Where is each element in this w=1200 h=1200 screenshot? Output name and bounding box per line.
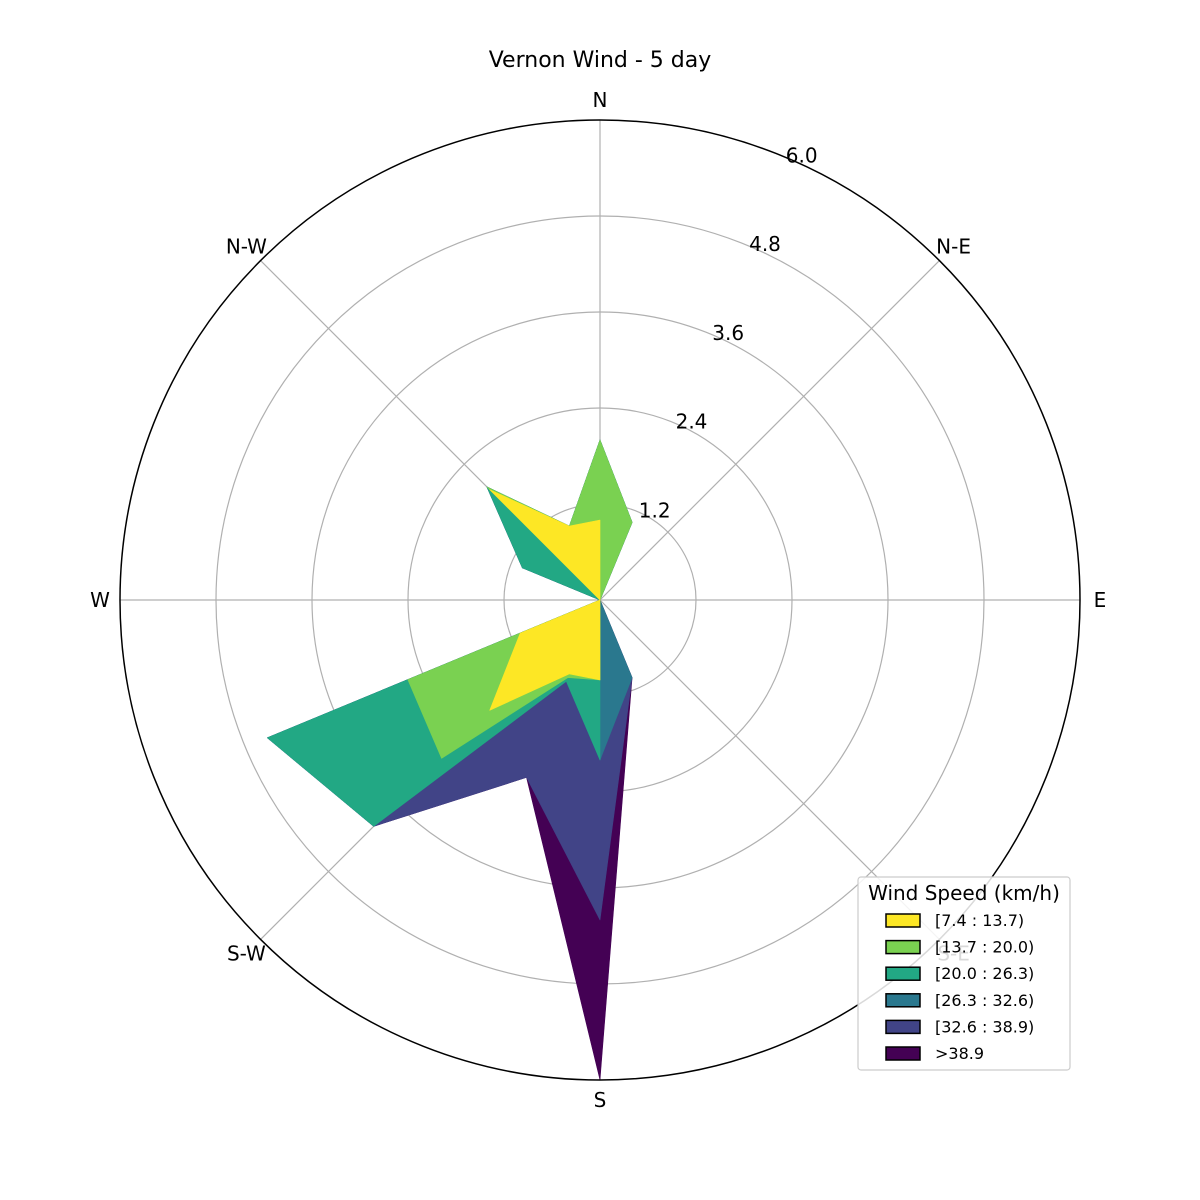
chart-title: Vernon Wind - 5 day [489, 48, 712, 73]
radial-tick-label-3: 4.8 [749, 232, 781, 256]
legend-label-0: [7.4 : 13.7) [935, 911, 1024, 930]
series-areas [267, 440, 632, 1080]
direction-label-e: E [1094, 588, 1107, 612]
legend-swatch-0 [886, 914, 920, 927]
legend-label-4: [32.6 : 38.9) [935, 1017, 1034, 1036]
direction-label-n-e: N-E [936, 234, 971, 258]
legend-swatch-4 [886, 1020, 920, 1033]
radial-tick-label-4: 6.0 [786, 144, 818, 168]
legend-title: Wind Speed (km/h) [868, 881, 1060, 905]
legend-label-5: >38.9 [935, 1044, 984, 1063]
legend: Wind Speed (km/h) [7.4 : 13.7) [13.7 : 20… [858, 877, 1070, 1070]
legend-swatch-1 [886, 941, 920, 954]
legend-swatch-2 [886, 967, 920, 980]
radial-tick-label-0: 1.2 [639, 498, 671, 522]
radial-tick-labels: 1.2 2.4 3.6 4.8 6.0 [639, 144, 818, 523]
legend-label-2: [20.0 : 26.3) [935, 964, 1034, 983]
direction-label-s: S [594, 1088, 607, 1112]
radial-tick-label-2: 3.6 [712, 321, 744, 345]
direction-label-s-w: S-W [227, 942, 266, 966]
grid-spoke-n-e [600, 261, 939, 600]
legend-label-1: [13.7 : 20.0) [935, 938, 1034, 957]
legend-swatch-3 [886, 994, 920, 1007]
legend-label-3: [26.3 : 32.6) [935, 991, 1034, 1010]
direction-label-n: N [593, 88, 608, 112]
legend-swatch-5 [886, 1047, 920, 1060]
direction-label-n-w: N-W [226, 234, 267, 258]
radial-tick-label-1: 2.4 [676, 410, 708, 434]
direction-label-w: W [90, 588, 110, 612]
